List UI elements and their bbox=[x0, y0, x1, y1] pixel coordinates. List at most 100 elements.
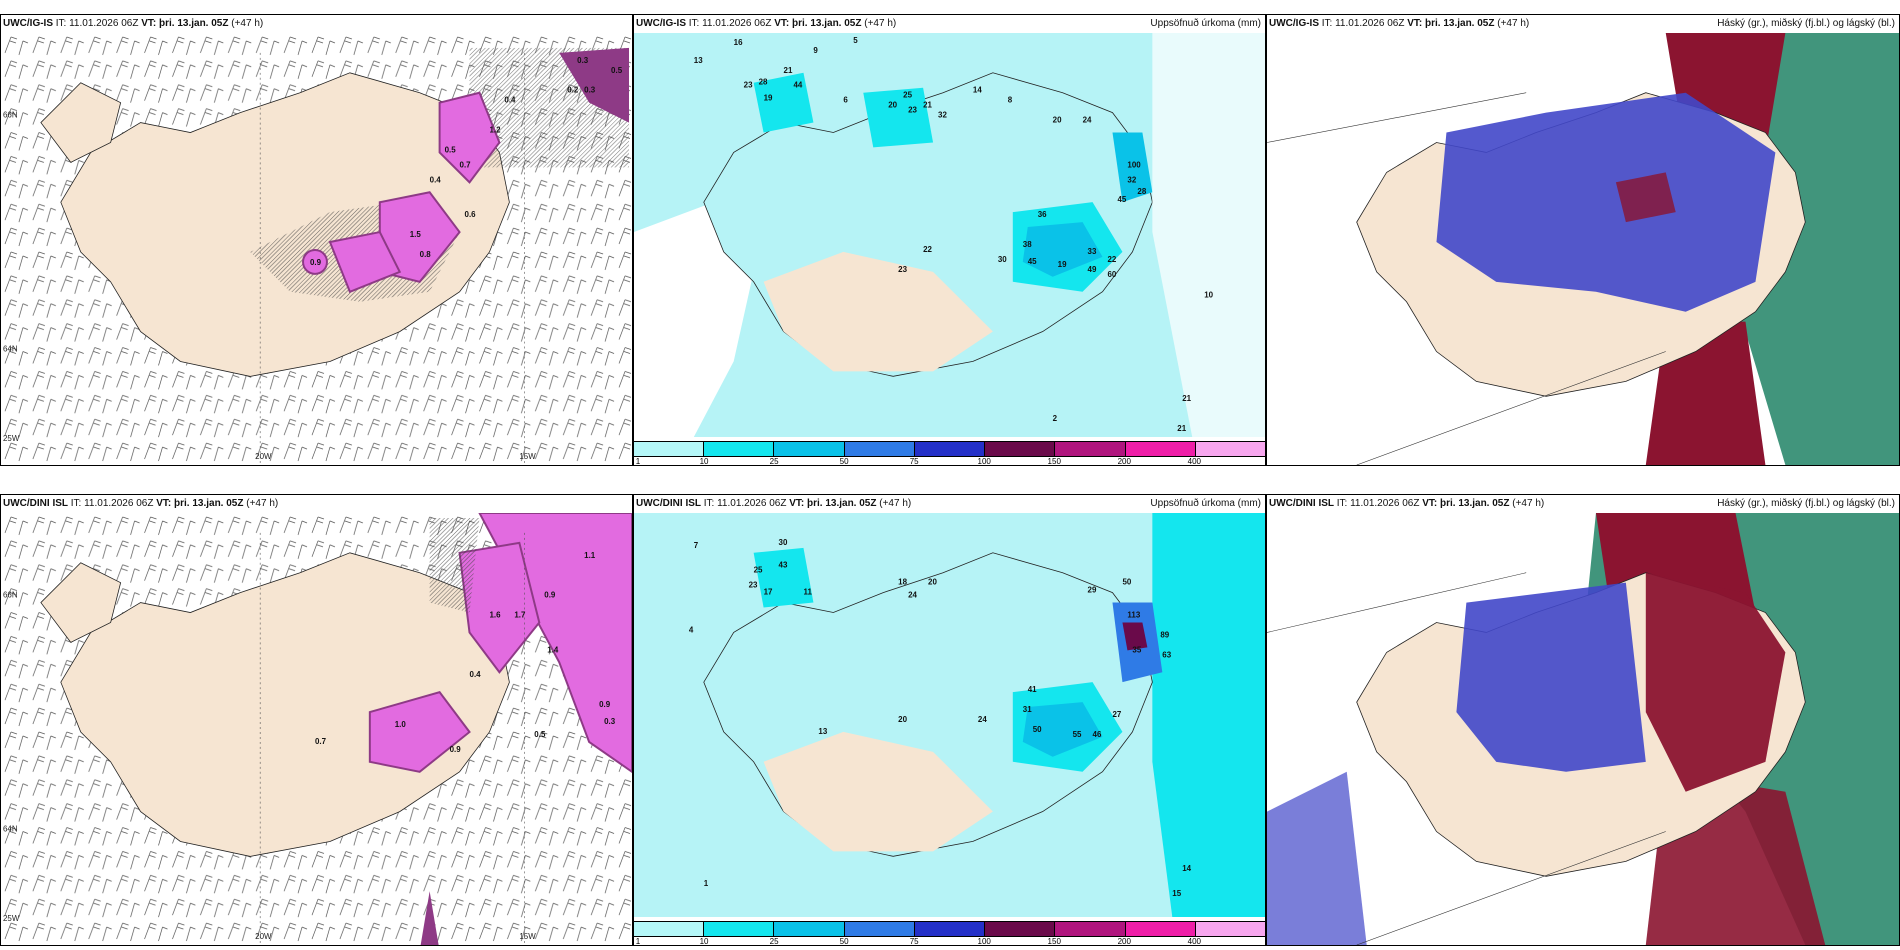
precip-value: 100 bbox=[1127, 160, 1141, 169]
precip-value: 23 bbox=[744, 81, 753, 90]
colorbar-swatch bbox=[1055, 442, 1126, 456]
panel-dini-icing: UWC/DINI ISL IT: 11.01.2026 06Z VT: þri.… bbox=[0, 494, 633, 946]
lat-label: 64N bbox=[3, 345, 18, 354]
ice-value: 0.2 bbox=[567, 86, 579, 95]
colorbar-swatch bbox=[1195, 442, 1265, 456]
precip-value: 22 bbox=[923, 245, 932, 254]
precip-value: 45 bbox=[1028, 257, 1037, 266]
icing-map: 1.1 0.9 1.6 1.7 1.4 0.4 0.7 1.0 0.9 0.5 … bbox=[1, 513, 632, 945]
colorbar-label: 75 bbox=[909, 457, 919, 466]
precip-value: 29 bbox=[1088, 586, 1097, 595]
ice-value: 0.9 bbox=[544, 591, 556, 600]
precip-value: 7 bbox=[694, 541, 699, 550]
precip-value: 20 bbox=[898, 715, 907, 724]
lon-label: 20W bbox=[255, 932, 272, 941]
colorbar-label: 400 bbox=[1187, 457, 1201, 466]
colorbar-label: 1 bbox=[635, 457, 641, 466]
colorbar-label: 50 bbox=[839, 937, 849, 946]
precip-value: 10 bbox=[1204, 291, 1213, 300]
ice-value: 0.9 bbox=[599, 700, 611, 709]
panel-ig-precip: UWC/IG-IS IT: 11.01.2026 06Z VT: þri. 13… bbox=[633, 14, 1266, 466]
precip-value: 50 bbox=[1033, 725, 1042, 734]
precip-value: 30 bbox=[779, 538, 788, 547]
precip-value: 23 bbox=[898, 265, 907, 274]
panel-header: UWC/DINI ISL IT: 11.01.2026 06Z VT: þri.… bbox=[636, 498, 912, 509]
precip-value: 18 bbox=[898, 578, 907, 587]
lon-label: 15W bbox=[519, 452, 536, 461]
colorbar-swatch bbox=[774, 442, 845, 456]
colorbar-label: 150 bbox=[1047, 457, 1061, 466]
precip-value: 113 bbox=[1127, 610, 1140, 619]
precip-value: 28 bbox=[759, 78, 768, 87]
iceland-land bbox=[60, 552, 510, 857]
precip-value: 45 bbox=[1117, 195, 1126, 204]
precip-value: 43 bbox=[779, 561, 788, 570]
colorbar-label: 1 bbox=[635, 937, 641, 946]
precip-value: 24 bbox=[908, 591, 917, 600]
precip-value: 32 bbox=[938, 111, 947, 120]
panel-ig-icing: UWC/IG-IS IT: 11.01.2026 06Z VT: þri. 13… bbox=[0, 14, 633, 466]
ice-value: 1.5 bbox=[410, 230, 422, 239]
colorbar-label: 100 bbox=[977, 457, 991, 466]
ice-value: 0.4 bbox=[504, 96, 516, 105]
lat-label: 25W bbox=[3, 914, 20, 923]
colorbar-swatch bbox=[1125, 922, 1196, 936]
panel-title: Háský (gr.), miðský (fj.bl.) og lágský (… bbox=[1717, 498, 1895, 509]
colorbar-label: 200 bbox=[1117, 937, 1131, 946]
panel-header: UWC/IG-IS IT: 11.01.2026 06Z VT: þri. 13… bbox=[636, 18, 897, 29]
precip-value: 4 bbox=[689, 625, 694, 634]
lat-label: 25W bbox=[3, 434, 20, 443]
ice-value: 0.8 bbox=[420, 250, 432, 259]
ice-value: 0.9 bbox=[450, 745, 462, 754]
precip-value: 5 bbox=[853, 36, 858, 45]
colorbar-swatch bbox=[844, 922, 915, 936]
panel-ig-clouds: UWC/IG-IS IT: 11.01.2026 06Z VT: þri. 13… bbox=[1266, 14, 1900, 466]
ice-value: 0.6 bbox=[465, 210, 477, 219]
precip-value: 14 bbox=[973, 86, 982, 95]
precip-value: 89 bbox=[1160, 630, 1169, 639]
panel-title: Háský (gr.), miðský (fj.bl.) og lágský (… bbox=[1717, 18, 1895, 29]
icing-map: 0.3 0.5 0.2 0.3 0.4 1.2 0.5 0.7 0.9 1.5 … bbox=[1, 33, 632, 465]
precip-value: 28 bbox=[1137, 187, 1146, 196]
colorbar-swatch bbox=[1055, 922, 1126, 936]
ice-value: 1.4 bbox=[547, 645, 559, 654]
precip-value: 21 bbox=[1182, 394, 1191, 403]
precip-value: 9 bbox=[813, 46, 818, 55]
precip-value: 6 bbox=[843, 96, 848, 105]
precip-value: 20 bbox=[928, 578, 937, 587]
precip-value: 23 bbox=[749, 581, 758, 590]
precip-value: 50 bbox=[1122, 578, 1131, 587]
lat-label: 66N bbox=[3, 591, 18, 600]
ice-value: 0.3 bbox=[584, 86, 596, 95]
precip-value: 11 bbox=[803, 588, 812, 597]
precip-value: 24 bbox=[978, 715, 987, 724]
cloud-map bbox=[1267, 33, 1899, 465]
ice-value: 1.2 bbox=[489, 126, 501, 135]
precip-value: 13 bbox=[818, 727, 827, 736]
panel-title: Uppsöfnuð úrkoma (mm) bbox=[1150, 18, 1261, 29]
ice-value: 0.5 bbox=[445, 145, 457, 154]
ice-value: 0.7 bbox=[315, 737, 327, 746]
colorbar-label: 10 bbox=[699, 937, 709, 946]
precip-value: 23 bbox=[908, 106, 917, 115]
panel-header: UWC/DINI ISL IT: 11.01.2026 06Z VT: þri.… bbox=[3, 498, 279, 509]
precip-value: 19 bbox=[764, 94, 773, 103]
ice-value: 0.3 bbox=[604, 717, 616, 726]
precip-colorbar bbox=[634, 441, 1265, 457]
panel-dini-clouds: UWC/DINI ISL IT: 11.01.2026 06Z VT: þri.… bbox=[1266, 494, 1900, 946]
colorbar-swatch bbox=[1195, 922, 1265, 936]
precip-value: 32 bbox=[1127, 175, 1136, 184]
lon-label: 15W bbox=[519, 932, 536, 941]
precip-value: 19 bbox=[1058, 260, 1067, 269]
precip-value: 33 bbox=[1088, 247, 1097, 256]
ice-value: 1.6 bbox=[489, 611, 501, 620]
colorbar-swatch bbox=[914, 922, 986, 936]
precip-value: 17 bbox=[764, 588, 773, 597]
ice-value: 0.4 bbox=[430, 175, 442, 184]
colorbar-swatch bbox=[634, 922, 705, 936]
precip-value: 21 bbox=[1177, 424, 1186, 433]
colorbar-swatch bbox=[985, 922, 1056, 936]
colorbar-label: 50 bbox=[839, 457, 849, 466]
precip-value: 63 bbox=[1162, 650, 1171, 659]
precip-map: 16 9 5 13 23 28 21 44 19 6 25 23 20 21 1… bbox=[634, 33, 1265, 437]
